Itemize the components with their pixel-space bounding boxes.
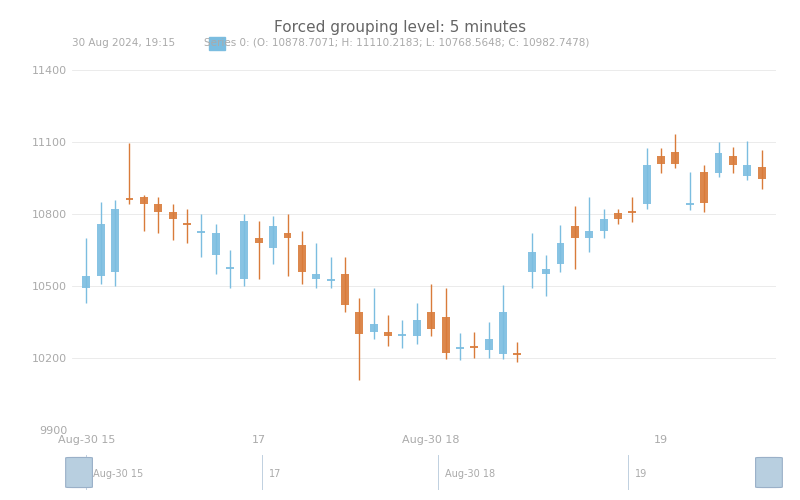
Bar (628, 211, 636, 213)
Bar (729, 156, 737, 165)
Bar (571, 226, 579, 238)
Text: Aug-30 15: Aug-30 15 (93, 469, 143, 479)
Bar (154, 204, 162, 212)
Bar (212, 233, 220, 255)
Bar (499, 312, 507, 354)
FancyBboxPatch shape (755, 458, 782, 488)
Bar (312, 274, 320, 279)
Bar (671, 152, 679, 164)
Text: Forced grouping level: 5 minutes: Forced grouping level: 5 minutes (274, 20, 526, 35)
Text: 19: 19 (635, 469, 647, 479)
Bar (210, 36, 225, 50)
Bar (657, 156, 665, 164)
Bar (255, 238, 262, 243)
Bar (743, 165, 751, 175)
Bar (183, 222, 191, 224)
Bar (485, 339, 493, 349)
Bar (169, 212, 177, 219)
Bar (642, 165, 650, 204)
Bar (198, 231, 206, 233)
Bar (283, 233, 291, 238)
Bar (470, 346, 478, 348)
Bar (427, 312, 435, 329)
Bar (686, 203, 694, 205)
Bar (226, 267, 234, 269)
Bar (600, 219, 607, 231)
Bar (384, 332, 392, 336)
Bar (542, 269, 550, 274)
Bar (370, 324, 378, 332)
Bar (586, 231, 593, 238)
Bar (355, 312, 363, 334)
Bar (614, 213, 622, 219)
Text: 17: 17 (269, 469, 282, 479)
Bar (326, 279, 334, 281)
Text: Aug-30 18: Aug-30 18 (445, 469, 495, 479)
Bar (442, 317, 450, 353)
Bar (456, 347, 464, 349)
Bar (269, 226, 277, 248)
Text: Series 0: (O: 10878.7071; H: 11110.2183; L: 10768.5648; C: 10982.7478): Series 0: (O: 10878.7071; H: 11110.2183;… (204, 38, 590, 48)
Bar (126, 198, 134, 200)
Bar (111, 209, 119, 272)
Text: 30 Aug 2024, 19:15: 30 Aug 2024, 19:15 (72, 38, 175, 48)
Bar (758, 167, 766, 179)
Bar (514, 353, 522, 355)
Bar (341, 274, 349, 305)
Bar (298, 245, 306, 272)
Bar (97, 224, 105, 276)
Bar (528, 252, 536, 272)
Bar (557, 243, 565, 264)
Bar (140, 197, 148, 204)
Bar (82, 276, 90, 288)
Bar (700, 172, 708, 203)
Bar (714, 153, 722, 173)
Bar (241, 221, 248, 279)
Bar (398, 334, 406, 336)
FancyBboxPatch shape (66, 458, 93, 488)
Bar (413, 320, 421, 336)
